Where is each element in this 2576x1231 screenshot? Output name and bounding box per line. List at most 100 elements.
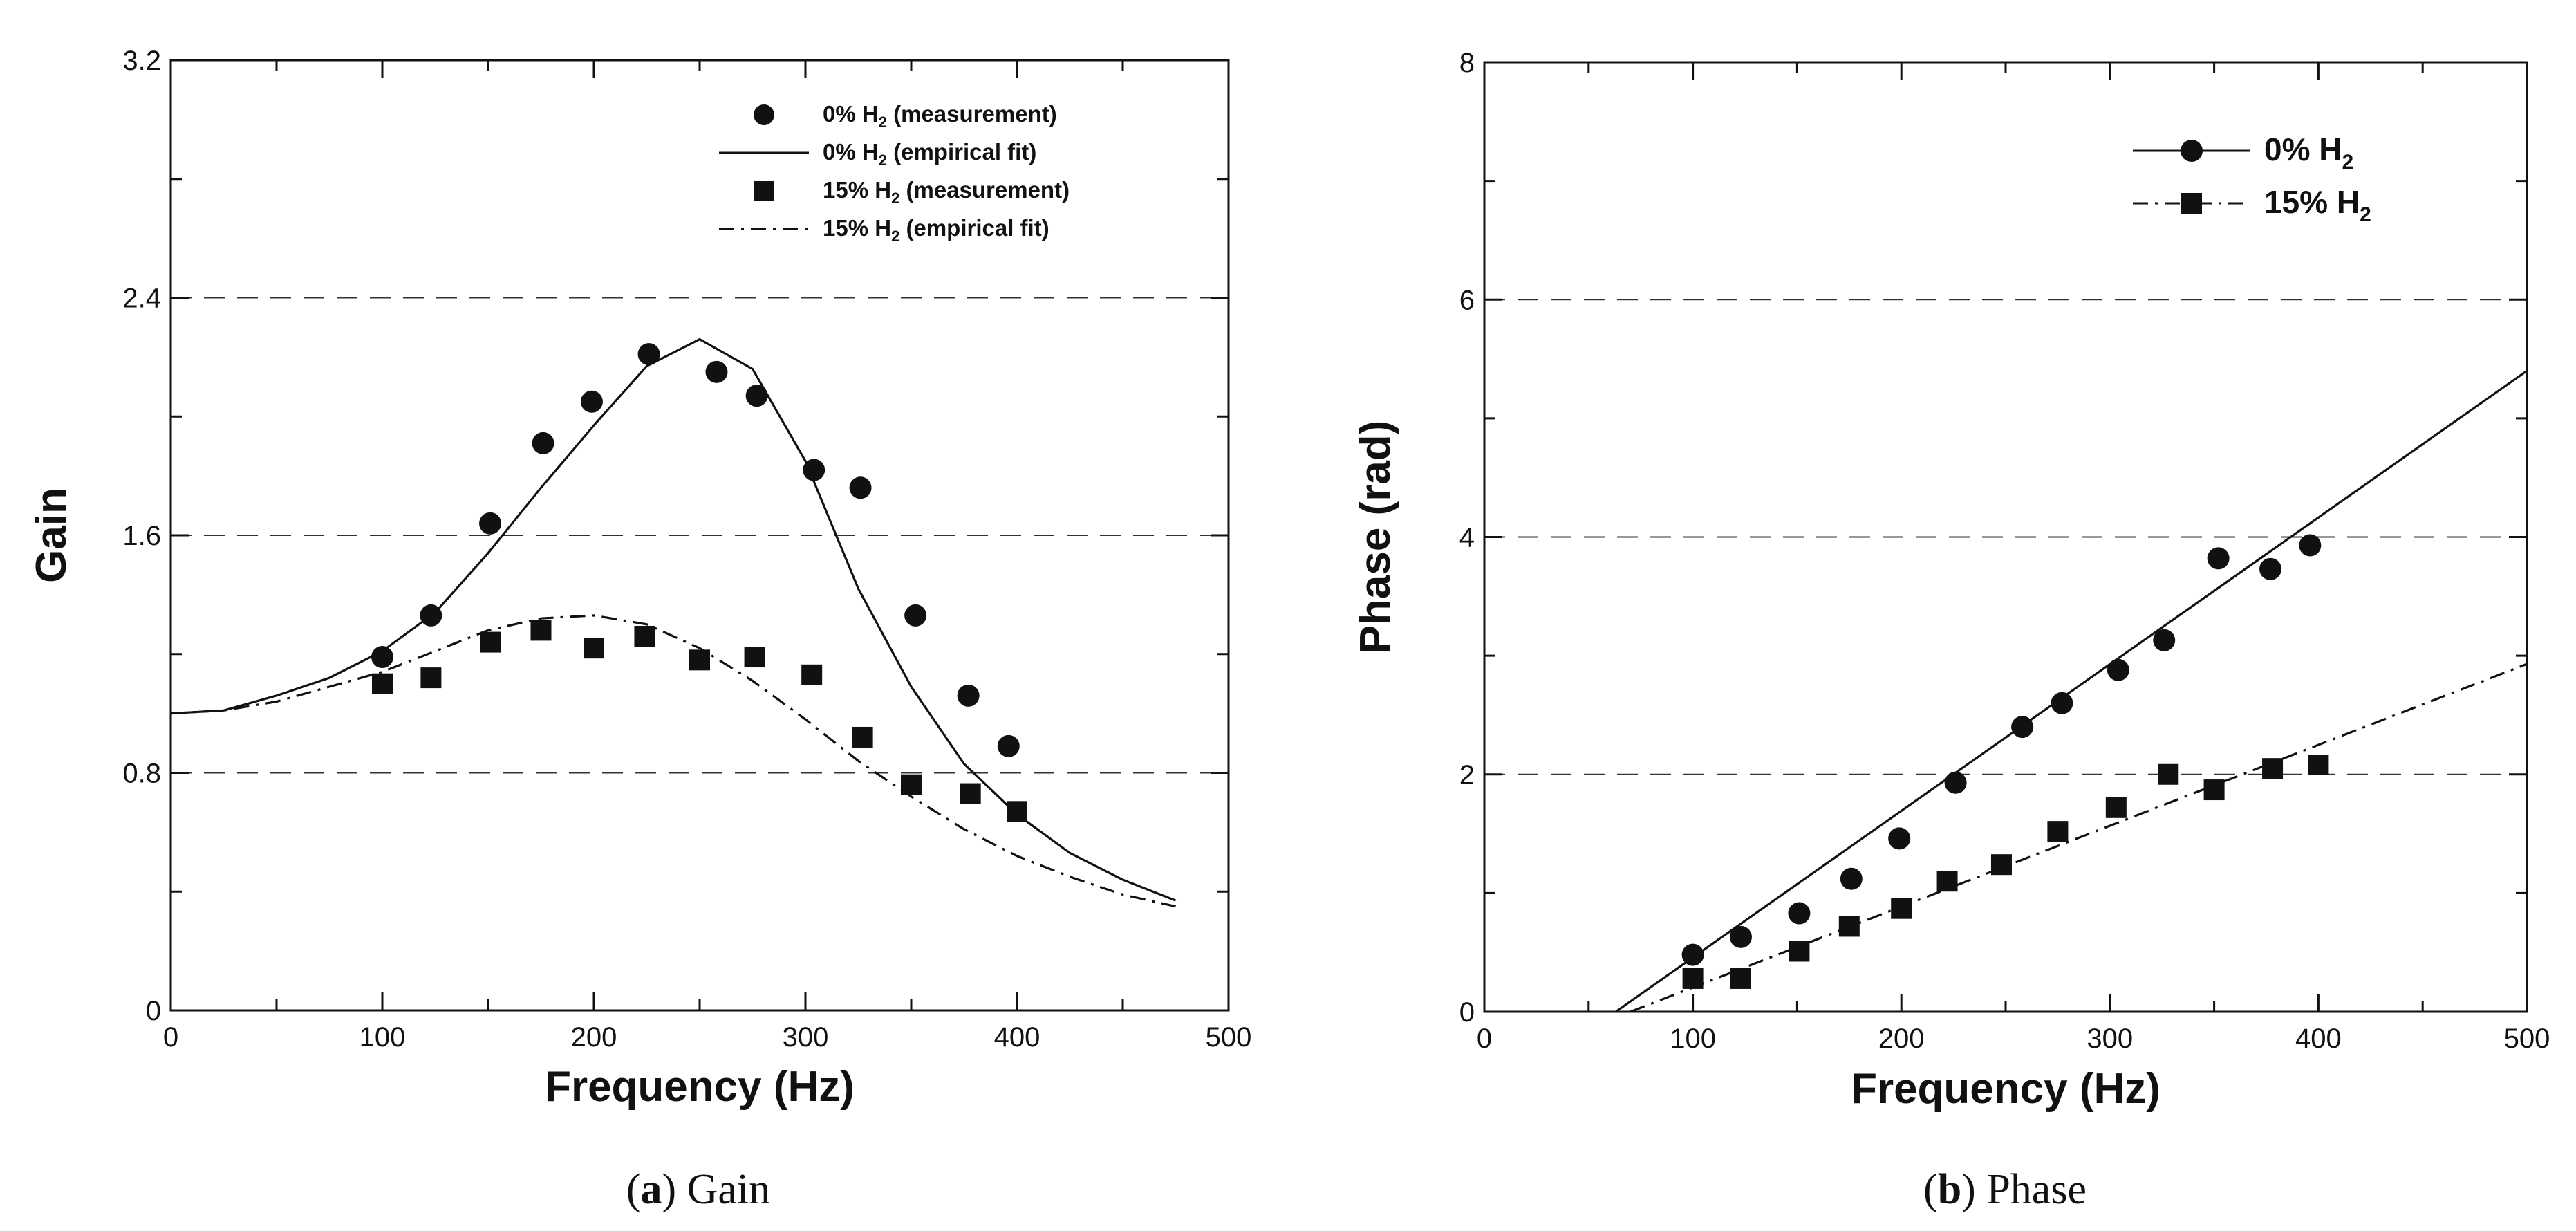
caption-letter: b — [1938, 1166, 1961, 1213]
legend-marker-square — [754, 181, 774, 201]
data-point-circle — [2299, 534, 2322, 557]
data-point-circle — [2207, 547, 2230, 570]
data-point-square — [2105, 797, 2127, 818]
legend-label-main: 15% H — [823, 177, 891, 203]
data-point-circle — [2051, 692, 2073, 714]
y-tick-label: 4 — [1459, 523, 1475, 553]
x-tick-label: 0 — [1477, 1024, 1492, 1054]
x-tick-label: 500 — [2504, 1024, 2550, 1054]
x-tick-label: 100 — [1670, 1024, 1716, 1054]
y-tick-label: 0.8 — [122, 759, 161, 789]
data-point-circle — [580, 390, 603, 413]
data-point-circle — [479, 512, 502, 535]
caption-letter: a — [640, 1166, 662, 1213]
y-tick-label: 1.6 — [122, 521, 161, 551]
data-point-square — [852, 726, 873, 748]
data-point-square — [420, 667, 442, 689]
data-point-circle — [957, 684, 980, 707]
y-tick-label: 2.4 — [122, 284, 161, 314]
x-tick-label: 500 — [1206, 1022, 1252, 1053]
legend-label-suffix: (empirical fit) — [899, 215, 1049, 241]
caption-paren-open: ( — [626, 1166, 641, 1213]
data-point-circle — [803, 459, 825, 481]
data-point-square — [801, 664, 823, 685]
data-point-circle — [1944, 771, 1967, 794]
data-point-circle — [2153, 629, 2176, 651]
legend-label-main: 0% H — [823, 101, 879, 127]
data-point-square — [2308, 755, 2329, 776]
data-point-circle — [745, 385, 768, 407]
data-point-square — [744, 647, 765, 668]
y-axis-title: Gain — [28, 488, 75, 583]
data-point-square — [2047, 821, 2069, 842]
data-point-square — [1789, 941, 1810, 962]
chart-panel-0: 0 100 200 300 400 500 0 0.8 1.6 2.4 3.2 Frequency (… — [28, 46, 1251, 1213]
data-point-circle — [1840, 867, 1863, 890]
legend-label: 0% H2 (measurement) — [823, 101, 1057, 131]
data-point-square — [1936, 871, 1958, 892]
data-point-square — [480, 631, 501, 653]
data-point-circle — [705, 360, 728, 383]
legend-label-sub: 2 — [2342, 151, 2353, 174]
data-point-circle — [637, 343, 660, 366]
data-point-square — [2158, 763, 2179, 785]
fit-line — [1615, 369, 2527, 1012]
data-point-circle — [1681, 943, 1704, 966]
data-point-square — [1838, 916, 1860, 937]
data-point-circle — [849, 476, 872, 499]
data-point-square — [1730, 968, 1751, 989]
legend-marker-square — [2181, 193, 2202, 214]
data-point-square — [530, 620, 552, 641]
legend-label-suffix: (measurement) — [887, 101, 1057, 127]
x-tick-label: 200 — [571, 1022, 617, 1053]
caption-text: ) Phase — [1961, 1166, 2087, 1213]
legend-label: 15% H2 (measurement) — [823, 177, 1070, 207]
series-line — [171, 614, 1176, 908]
x-axis-title: Frequency (Hz) — [545, 1063, 855, 1111]
legend-label: 15% H2 — [2264, 184, 2371, 226]
legend-label: 0% H2 — [2264, 131, 2353, 174]
data-point-square — [960, 783, 981, 804]
data-point-square — [1007, 801, 1027, 822]
data-point-square — [689, 649, 710, 671]
data-point-square — [1891, 898, 1912, 919]
y-axis-title: Phase (rad) — [1352, 420, 1399, 654]
y-tick-label: 0 — [1459, 997, 1475, 1028]
chart-panel-1: 0 100 200 300 400 500 0 2 4 6 8 Frequency (Hz) Phase… — [1352, 48, 2550, 1213]
x-axis-title: Frequency (Hz) — [1851, 1065, 2160, 1113]
legend-label-main: 0% H — [823, 139, 879, 165]
fit-line — [1630, 663, 2527, 1012]
data-point-square — [2262, 758, 2284, 779]
data-point-square — [2203, 779, 2225, 801]
legend-label-sub: 2 — [891, 189, 899, 207]
legend-marker-circle — [2181, 140, 2203, 162]
data-point-circle — [2259, 557, 2282, 580]
y-tick-label: 8 — [1459, 48, 1475, 78]
legend-label-main: 15% H — [823, 215, 891, 241]
y-tick-label: 0 — [146, 996, 161, 1026]
legend-label-main: 15% H — [2264, 184, 2360, 220]
data-point-circle — [904, 604, 927, 627]
legend-label-sub: 2 — [879, 113, 887, 131]
legend-label: 15% H2 (empirical fit) — [823, 215, 1049, 245]
legend-label-sub: 2 — [879, 151, 887, 169]
legend: 0% H2 (measurement)0% H2 (empirical fit)… — [719, 101, 1070, 245]
legend-label: 0% H2 (empirical fit) — [823, 139, 1036, 169]
data-point-circle — [1729, 925, 1752, 948]
data-point-square — [1990, 854, 2012, 876]
legend-label-suffix: (measurement) — [899, 177, 1070, 203]
figure-caption: (b) Phase — [1923, 1166, 2087, 1213]
figure-caption: (a) Gain — [626, 1166, 770, 1213]
data-point-square — [634, 625, 655, 647]
x-tick-label: 300 — [2087, 1024, 2133, 1054]
data-point-square — [372, 673, 393, 694]
legend-marker-circle — [754, 104, 774, 125]
legend-label-sub: 2 — [2360, 203, 2371, 226]
data-point-circle — [1888, 827, 1911, 850]
data-point-circle — [997, 734, 1020, 757]
data-point-square — [1682, 968, 1704, 989]
x-tick-label: 200 — [1878, 1024, 1925, 1054]
x-tick-label: 400 — [994, 1022, 1040, 1053]
y-tick-label: 6 — [1459, 285, 1475, 315]
